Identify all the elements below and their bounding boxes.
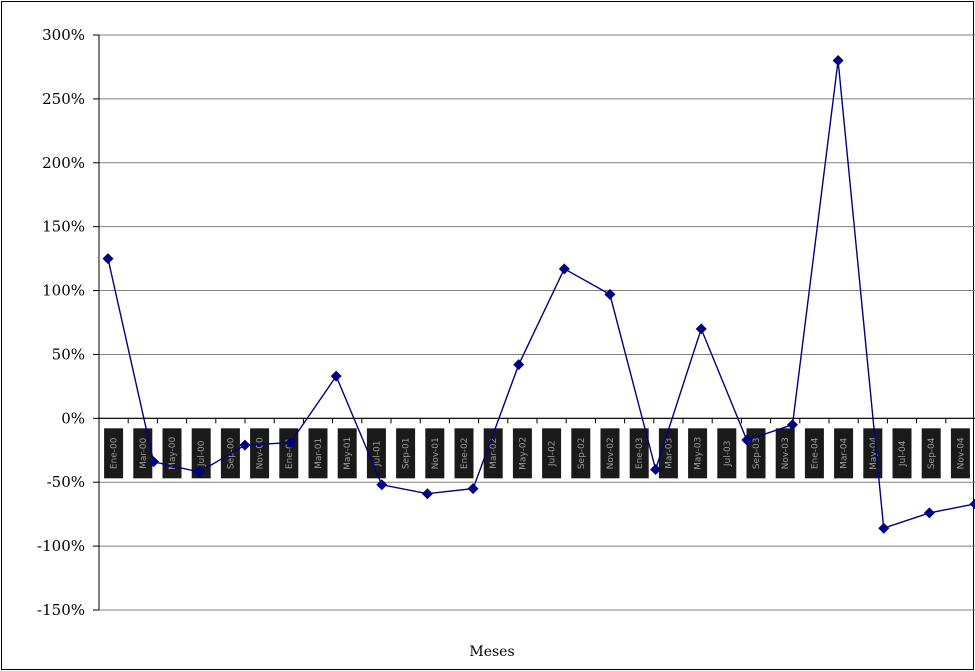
- x-tick-label-box: [104, 428, 124, 479]
- x-tick-label-box: [133, 428, 153, 479]
- y-tick-label: 250%: [42, 90, 85, 108]
- x-axis-zero-line: [98, 417, 975, 424]
- data-point: [285, 437, 297, 449]
- x-tick-label-box: [308, 428, 328, 479]
- y-tick-label: 200%: [42, 154, 85, 172]
- x-tick-label: Jul-03: [723, 441, 733, 468]
- x-tick-label-box: [950, 428, 970, 479]
- data-point: [376, 479, 388, 491]
- y-tick-label: 100%: [42, 282, 85, 300]
- series-markers: [102, 55, 975, 534]
- x-tick-label: Nov-01: [431, 437, 441, 469]
- x-tick-label: Sep-01: [402, 437, 412, 469]
- data-point: [832, 55, 844, 67]
- x-tick-label: Ene-04: [810, 437, 820, 469]
- data-point: [650, 463, 662, 475]
- x-tick-label: May-00: [168, 436, 178, 469]
- x-tick-label-box: [396, 428, 416, 479]
- x-tick-label: Mar-03: [664, 438, 674, 469]
- data-point: [558, 263, 570, 275]
- y-tick-label: 300%: [42, 26, 85, 44]
- x-tick-label: Mar-01: [314, 438, 324, 469]
- y-tick-label: -150%: [37, 601, 85, 619]
- x-tick-label-box: [162, 428, 182, 479]
- x-tick-label-box: [454, 428, 474, 479]
- x-tick-label: May-03: [694, 437, 704, 470]
- x-tick-label-box: [629, 428, 649, 479]
- y-tick-label: 50%: [52, 345, 85, 363]
- x-tick-labels: Ene-00 Mar-00 May-00 Jul-00 Sep-00 Nov-00 Ene-…: [104, 428, 970, 479]
- data-point: [330, 370, 342, 382]
- x-tick-label: Jul-01: [372, 441, 382, 468]
- x-tick-label-box: [191, 428, 211, 479]
- series-line: [107, 60, 975, 530]
- data-point: [604, 288, 616, 300]
- x-tick-label-box: [892, 428, 912, 479]
- data-point: [741, 434, 753, 446]
- x-tick-label-box: [658, 428, 678, 479]
- y-tick-label: -50%: [47, 473, 85, 491]
- x-tick-label: Ene-00: [110, 437, 120, 469]
- x-tick-label-box: [512, 428, 532, 479]
- data-point: [421, 488, 433, 500]
- x-tick-label: Ene-01: [285, 438, 295, 470]
- y-axis: -150% -100% -50% 0% 50% 100% 150% 200% 250% 300%: [37, 26, 100, 619]
- x-tick-label: Jul-02: [548, 441, 558, 468]
- x-tick-label: Nov-04: [956, 437, 966, 469]
- data-point: [969, 498, 975, 510]
- x-tick-label: Ene-02: [460, 438, 470, 470]
- x-tick-label-box: [571, 428, 591, 479]
- data-point: [786, 419, 798, 431]
- data-point: [102, 253, 114, 265]
- x-tick-label-box: [688, 428, 708, 479]
- x-tick-label-box: [425, 428, 445, 479]
- y-tick-label: -100%: [37, 537, 85, 555]
- x-tick-label-box: [366, 428, 386, 479]
- x-tick-label: May-01: [343, 437, 353, 470]
- x-tick-label: Sep-04: [927, 437, 937, 469]
- x-axis-label: Meses: [469, 644, 514, 660]
- gridlines: [99, 34, 975, 611]
- x-tick-label: Mar-02: [489, 438, 499, 469]
- x-tick-label-box: [542, 428, 562, 479]
- x-tick-label: Jul-04: [898, 440, 908, 467]
- y-tick-label: 0%: [61, 409, 85, 427]
- data-point: [239, 439, 251, 451]
- data-point: [923, 507, 935, 519]
- x-tick-label: Mar-04: [840, 438, 850, 469]
- x-tick-label-box: [804, 428, 824, 479]
- x-tick-label-box: [834, 428, 854, 479]
- x-tick-label: Nov-00: [256, 437, 266, 469]
- data-point: [193, 466, 205, 478]
- data-point: [148, 456, 160, 468]
- x-tick-label-box: [921, 428, 941, 479]
- data-point: [695, 323, 707, 335]
- data-point: [467, 483, 479, 495]
- x-tick-label-box: [600, 428, 620, 479]
- x-tick-label-box: [337, 428, 357, 479]
- x-tick-label: Nov-03: [781, 437, 791, 469]
- x-tick-label: Sep-03: [752, 437, 762, 469]
- data-point: [513, 359, 525, 371]
- x-tick-label-box: [483, 428, 503, 479]
- x-tick-label: Jul-00: [197, 440, 207, 467]
- y-tick-label: 150%: [42, 218, 85, 236]
- x-tick-label: Ene-03: [635, 438, 645, 470]
- x-tick-label-box: [250, 428, 270, 479]
- data-point: [878, 522, 890, 534]
- x-tick-label-box: [717, 428, 737, 479]
- x-tick-label-box: [775, 428, 795, 479]
- x-tick-label: May-02: [518, 437, 528, 470]
- x-tick-label: Nov-02: [606, 437, 616, 469]
- x-tick-label: Mar-00: [139, 438, 149, 469]
- x-tick-label: May-04: [869, 436, 879, 469]
- x-tick-label: Sep-02: [577, 437, 587, 469]
- series-line: [107, 60, 975, 530]
